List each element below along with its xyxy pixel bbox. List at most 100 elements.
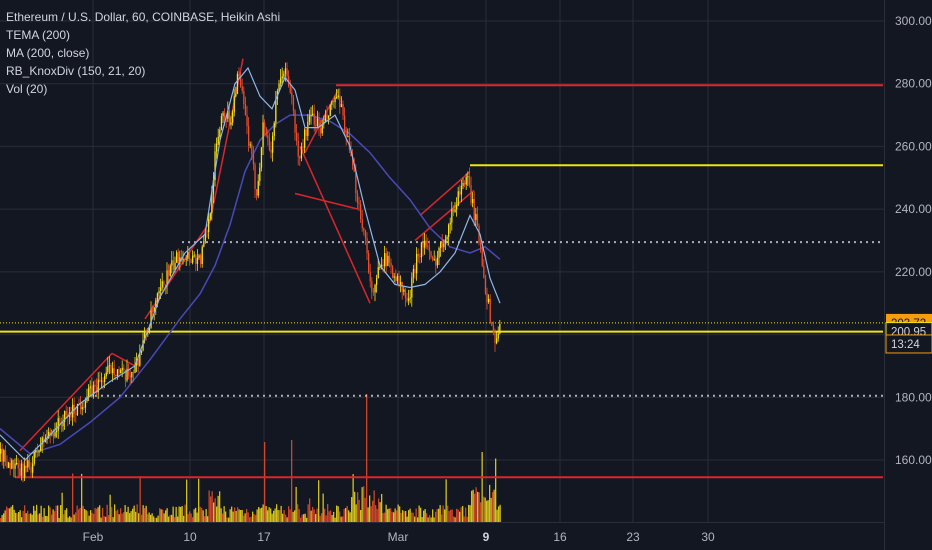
volume-bar (19, 510, 21, 522)
volume-bar (270, 508, 272, 522)
candle-body (393, 276, 395, 278)
volume-bar (196, 512, 198, 522)
candle-body (236, 73, 239, 95)
volume-bar (12, 505, 14, 522)
volume-bar (480, 502, 482, 522)
volume-bar (489, 484, 491, 522)
volume-bar (81, 473, 83, 522)
volume-bar (366, 394, 368, 522)
volume-bar (249, 517, 251, 522)
volume-bar (27, 510, 29, 522)
candle-body (472, 198, 474, 203)
volume-bar (216, 506, 218, 522)
candle-body (364, 230, 367, 239)
candle-body (254, 164, 256, 190)
volume-bar (411, 512, 413, 522)
volume-bar (456, 508, 458, 522)
price-tick-label: 220.00 (895, 265, 932, 279)
volume-bar (391, 511, 393, 522)
candle-body (25, 465, 27, 468)
time-tick-label: Mar (388, 530, 409, 544)
candle-body (40, 444, 42, 451)
volume-bar (168, 516, 170, 522)
legend-tema[interactable]: TEMA (200) (6, 28, 71, 42)
volume-bar (55, 505, 57, 522)
volume-bar (273, 510, 275, 522)
symbol-title[interactable]: Ethereum / U.S. Dollar, 60, COINBASE, He… (6, 10, 281, 24)
candle-body (206, 231, 208, 233)
candle-body (224, 112, 226, 118)
volume-bar (346, 505, 348, 522)
volume-bar (342, 516, 344, 522)
candle-body (270, 149, 272, 153)
candle-body (451, 208, 453, 223)
volume-bar (175, 506, 177, 522)
candle-body (289, 86, 291, 93)
volume-bar (279, 510, 281, 522)
candle-body (179, 257, 181, 264)
candle-body (81, 407, 83, 410)
legend-ma[interactable]: MA (200, close) (6, 46, 90, 60)
candle-body (374, 284, 376, 293)
candle-body (41, 437, 43, 445)
volume-bar (450, 509, 452, 522)
volume-bar (316, 508, 318, 522)
volume-bar (16, 513, 18, 522)
candle-body (158, 291, 160, 294)
candle-body (176, 252, 178, 263)
candle-body (352, 156, 354, 166)
candle-body (294, 110, 296, 133)
candle-body (220, 116, 223, 130)
candle-body (203, 241, 205, 247)
volume-bar (205, 509, 207, 522)
candle-body (286, 68, 288, 77)
legend-volume[interactable]: Vol (20) (6, 82, 48, 96)
volume-bar (133, 505, 135, 522)
volume-bar (361, 487, 363, 522)
candle-body (387, 255, 389, 266)
candle-body (249, 144, 251, 146)
price-tick-label: 160.00 (895, 453, 932, 467)
volume-bar (202, 510, 204, 522)
volume-bar (393, 512, 395, 522)
volume-bar (283, 510, 285, 522)
heikin-ashi-candles (0, 62, 501, 483)
volume-bar (229, 509, 231, 522)
volume-bar (306, 517, 308, 522)
volume-bar (141, 514, 143, 522)
volume-bar (31, 514, 33, 522)
volume-bar (439, 505, 441, 522)
candle-body (217, 136, 219, 144)
candle-body (11, 460, 13, 469)
divergence-line (19, 352, 113, 452)
candle-body (54, 431, 56, 437)
candle-body (312, 113, 314, 115)
candle-body (56, 430, 58, 432)
volume-bar (351, 497, 353, 522)
volume-bar (226, 517, 228, 522)
volume-bar (262, 504, 264, 522)
volume-bar (63, 514, 65, 522)
candle-body (448, 224, 450, 237)
candle-body (153, 307, 155, 312)
candle-body (470, 184, 472, 203)
candle-body (307, 121, 309, 136)
candle-body (100, 380, 103, 382)
legend-knoxdiv[interactable]: RB_KnoxDiv (150, 21, 20) (6, 64, 146, 78)
volume-bar (483, 496, 485, 522)
volume-bar (375, 505, 377, 522)
volume-bar (177, 516, 179, 522)
volume-bar (399, 506, 401, 522)
candle-body (283, 73, 285, 77)
candle-body (347, 135, 349, 137)
candle-body (57, 418, 59, 431)
volume-bar (340, 516, 342, 522)
candle-body (3, 450, 5, 462)
candle-body (409, 297, 411, 299)
candle-body (161, 281, 163, 288)
time-axis[interactable]: Feb 10 17 Mar 9 16 23 30 (83, 530, 715, 544)
volume-bar (318, 480, 320, 522)
candle-body (243, 91, 245, 104)
